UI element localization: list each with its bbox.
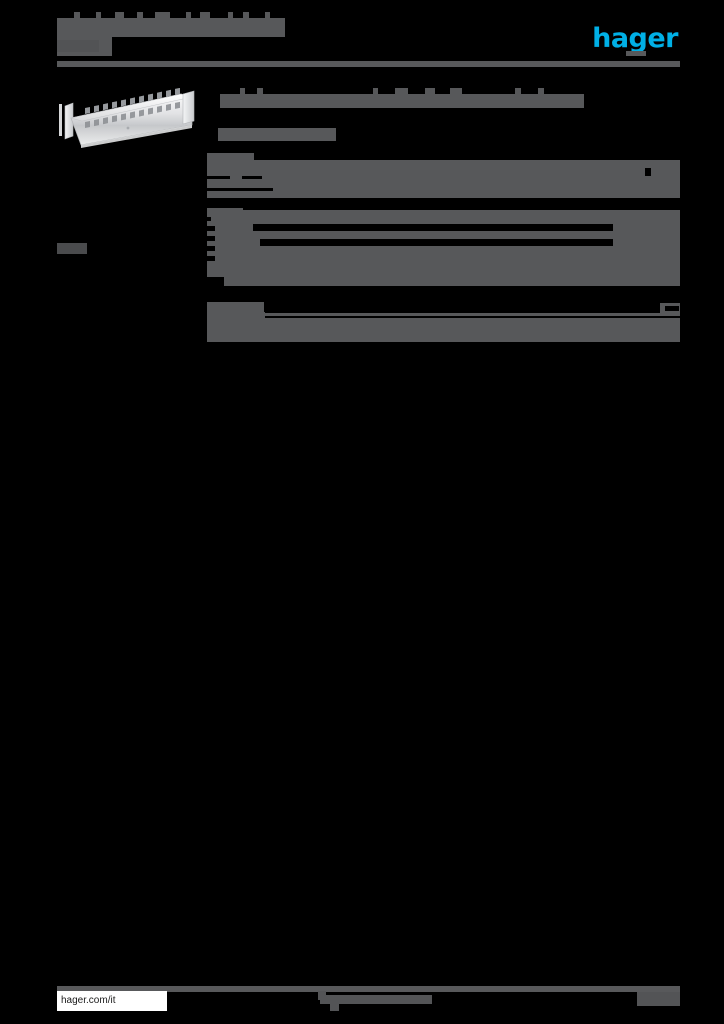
footer-url-box[interactable]: hager.com/it (57, 991, 167, 1011)
product-photo-svg (59, 88, 195, 148)
leader-rule (260, 239, 613, 246)
section-heading (220, 94, 584, 108)
title-ascender-pip (186, 12, 191, 19)
hager-logo-wordmark: hager (592, 23, 678, 54)
heading-ascender-pip (240, 88, 245, 94)
title-ascender-pip (228, 12, 233, 19)
hager-logo-underbar (626, 51, 646, 56)
spec-table-block (207, 210, 680, 286)
table-gutter (645, 168, 651, 176)
title-ascender-pip (200, 12, 210, 19)
table-gutter (207, 188, 273, 191)
title-ascender-pip (243, 12, 249, 19)
table-gutter (207, 176, 230, 179)
table-gutter (242, 176, 262, 179)
sidebar-note (57, 243, 87, 254)
label-notch (207, 277, 224, 286)
spec-table-block (207, 318, 680, 342)
heading-ascender-pip (425, 88, 435, 94)
product-photo (57, 88, 200, 150)
label-notch (207, 217, 211, 221)
label-notch (207, 256, 215, 261)
table-gutter (665, 306, 679, 311)
title-ascender-pip (115, 12, 124, 19)
page-title (57, 18, 285, 37)
footer-center-text (320, 995, 432, 1004)
heading-ascender-pip (373, 88, 378, 94)
title-ascender-pip (96, 12, 101, 19)
spec-block-caption (207, 153, 254, 161)
footer-page-number (637, 992, 680, 1006)
heading-ascender-pip (257, 88, 263, 94)
leader-rule (253, 224, 613, 231)
footer-divider (57, 986, 680, 992)
title-ascender-pip (74, 12, 80, 19)
label-notch (207, 236, 215, 241)
heading-ascender-pip (395, 88, 408, 94)
title-ascender-pip (155, 12, 170, 19)
section-subheading (218, 128, 336, 141)
heading-ascender-pip (538, 88, 544, 94)
table-gutter (207, 286, 282, 302)
heading-ascender-pip (450, 88, 462, 94)
spec-table-block (207, 160, 680, 198)
title-ascender-pip (265, 12, 270, 19)
label-notch (207, 246, 215, 251)
footer-url[interactable]: hager.com/it (61, 995, 116, 1006)
page-subtitle (57, 40, 99, 52)
label-notch (207, 226, 215, 231)
header-divider (57, 61, 680, 67)
spec-row-leader (218, 313, 680, 316)
spec-block-caption (207, 312, 265, 321)
footer-center-mark (330, 1004, 339, 1011)
title-ascender-pip (137, 12, 143, 19)
heading-ascender-pip (515, 88, 521, 94)
spec-row-label (207, 302, 264, 312)
hager-logo[interactable]: hager (592, 23, 679, 56)
